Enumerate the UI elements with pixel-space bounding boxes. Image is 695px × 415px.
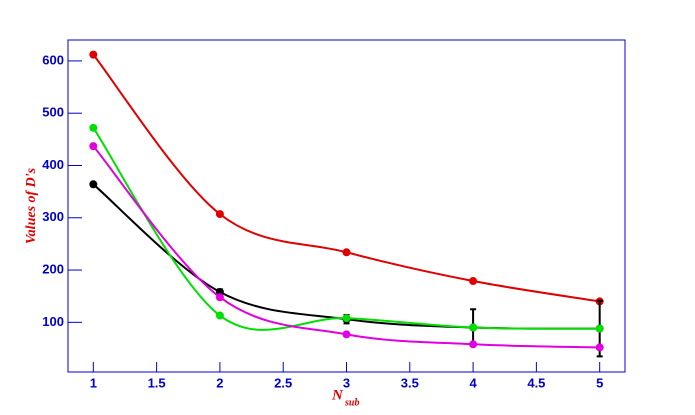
y-tick-label: 500 — [42, 105, 64, 120]
x-tick-label: 5 — [596, 375, 603, 390]
x-tick-label: 4.5 — [527, 375, 545, 390]
series-line — [92, 127, 600, 331]
data-point — [595, 324, 604, 333]
series-line — [92, 54, 600, 303]
data-point — [215, 210, 224, 219]
data-point — [342, 314, 351, 323]
data-point — [469, 277, 478, 286]
x-tick-label: 2 — [216, 375, 223, 390]
data-point — [342, 330, 351, 339]
y-axis-label: Values of D's — [24, 167, 39, 244]
data-point — [89, 180, 98, 189]
series-line — [92, 145, 600, 349]
x-axis-label: N — [331, 387, 344, 403]
y-tick-label: 300 — [42, 209, 64, 224]
y-tick-label: 600 — [42, 52, 64, 67]
data-point — [89, 123, 98, 132]
x-tick-label: 2.5 — [274, 375, 292, 390]
data-point — [469, 323, 478, 332]
x-tick-label: 1 — [90, 375, 97, 390]
data-point — [342, 248, 351, 257]
data-point — [89, 50, 98, 59]
y-tick-label: 400 — [42, 157, 64, 172]
series-line — [92, 183, 600, 330]
y-tick-label: 100 — [42, 314, 64, 329]
data-point — [215, 311, 224, 320]
x-tick-label: 3.5 — [401, 375, 419, 390]
x-axis-label-subscript: sub — [344, 397, 359, 408]
x-tick-label: 4 — [469, 375, 477, 390]
data-point — [89, 142, 98, 151]
x-tick-label: 1.5 — [148, 375, 166, 390]
data-point — [215, 293, 224, 302]
x-tick-label: 3 — [343, 375, 350, 390]
data-point — [469, 340, 478, 349]
data-point — [595, 343, 604, 352]
y-tick-label: 200 — [42, 261, 64, 276]
